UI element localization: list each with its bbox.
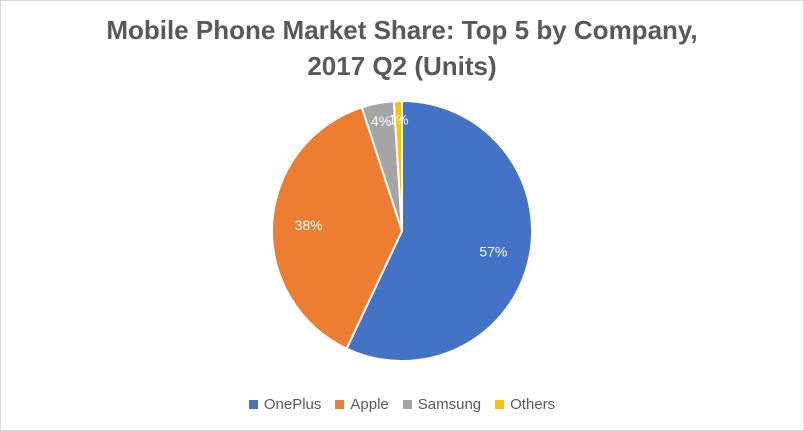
data-label-apple: 38% (295, 217, 323, 233)
pie-data-labels: 57% 38% 4%1% (295, 111, 508, 259)
legend: OnePlus Apple Samsung Others (0, 396, 804, 413)
legend-label-others: Others (510, 396, 556, 413)
legend-label-samsung: Samsung (417, 396, 482, 413)
pie-slices (271, 99, 533, 362)
pie-slice-others (392, 99, 403, 232)
legend-item-apple: Apple (335, 396, 389, 413)
legend-label-oneplus: OnePlus (263, 396, 322, 413)
pie-slice-oneplus (345, 99, 533, 362)
legend-swatch-apple (335, 400, 345, 409)
pie-slice-apple (271, 106, 404, 350)
legend-swatch-oneplus (248, 400, 258, 409)
legend-label-apple: Apple (350, 396, 389, 413)
chart-title: Mobile Phone Market Share: Top 5 by Comp… (106, 15, 698, 81)
legend-item-samsung: Samsung (402, 396, 482, 413)
legend-item-others: Others (495, 396, 555, 413)
data-label-oneplus: 57% (479, 243, 507, 259)
legend-item-oneplus: OnePlus (248, 396, 322, 413)
legend-swatch-others (495, 400, 505, 409)
legend-swatch-samsung (402, 400, 412, 409)
data-label-others: 1% (388, 111, 408, 127)
data-label-samsung: 4% (371, 113, 391, 129)
